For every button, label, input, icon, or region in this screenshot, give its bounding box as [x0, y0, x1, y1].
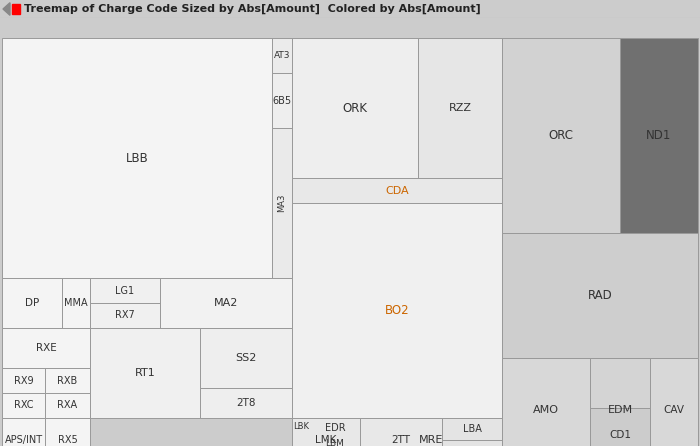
Bar: [650, 358, 698, 446]
Bar: [90, 303, 160, 328]
Bar: [418, 38, 502, 178]
Text: CAV: CAV: [664, 405, 685, 415]
Text: EDM: EDM: [608, 405, 633, 415]
Text: LBB: LBB: [125, 152, 148, 165]
Text: EDR: EDR: [325, 423, 345, 433]
Bar: [590, 358, 650, 446]
Text: 2TT: 2TT: [391, 435, 410, 445]
Bar: [45, 393, 90, 418]
Bar: [62, 278, 90, 328]
Text: RX5: RX5: [57, 435, 78, 445]
Bar: [360, 418, 442, 446]
Bar: [200, 388, 292, 418]
Bar: [2, 418, 45, 446]
Bar: [2, 328, 90, 368]
Bar: [272, 128, 292, 278]
Text: 6B5: 6B5: [272, 95, 292, 106]
Bar: [2, 278, 62, 328]
Bar: [2, 368, 45, 393]
Bar: [45, 368, 90, 393]
Bar: [310, 438, 360, 446]
Bar: [12, 4, 20, 14]
Bar: [620, 38, 698, 233]
Text: LG1: LG1: [116, 285, 134, 296]
Text: MMA: MMA: [64, 298, 88, 308]
Bar: [272, 73, 292, 128]
Text: RXE: RXE: [36, 343, 57, 353]
Bar: [292, 203, 502, 418]
Text: DP: DP: [25, 298, 39, 308]
Bar: [442, 440, 502, 446]
Bar: [90, 328, 200, 418]
Text: LBA: LBA: [463, 424, 482, 434]
Bar: [292, 38, 418, 178]
Text: CD1: CD1: [609, 430, 631, 440]
Bar: [292, 418, 310, 446]
Text: SS2: SS2: [235, 353, 257, 363]
Bar: [502, 358, 590, 446]
Bar: [272, 38, 292, 73]
Text: RX9: RX9: [14, 376, 34, 385]
Text: APS/INT: APS/INT: [4, 435, 43, 445]
Bar: [310, 418, 360, 438]
Text: AMO: AMO: [533, 405, 559, 415]
Text: RXC: RXC: [14, 401, 34, 410]
Bar: [90, 278, 160, 303]
Text: MRE: MRE: [419, 435, 443, 445]
Bar: [502, 38, 620, 233]
Text: RT1: RT1: [134, 368, 155, 378]
Bar: [360, 418, 502, 446]
Bar: [160, 278, 292, 328]
Bar: [502, 233, 698, 358]
Text: RX7: RX7: [115, 310, 135, 321]
Text: MA3: MA3: [277, 194, 286, 212]
Bar: [45, 418, 90, 446]
Bar: [2, 393, 45, 418]
Text: RXB: RXB: [57, 376, 78, 385]
Text: 2T8: 2T8: [237, 398, 256, 408]
Bar: [292, 418, 360, 446]
Text: AT3: AT3: [274, 51, 290, 60]
Text: RXA: RXA: [57, 401, 78, 410]
Bar: [292, 178, 502, 203]
Text: LBK: LBK: [293, 422, 309, 431]
Text: ORC: ORC: [549, 129, 573, 142]
Text: LBM: LBM: [326, 439, 344, 446]
Text: LMK: LMK: [315, 435, 337, 445]
Bar: [442, 418, 502, 440]
Bar: [2, 38, 272, 278]
Bar: [200, 328, 292, 388]
Polygon shape: [3, 3, 10, 15]
Text: BO2: BO2: [385, 304, 410, 317]
Bar: [590, 408, 650, 446]
Text: CDA: CDA: [385, 186, 409, 195]
Text: ND1: ND1: [646, 129, 672, 142]
Text: RZZ: RZZ: [449, 103, 472, 113]
Text: Treemap of Charge Code Sized by Abs[Amount]  Colored by Abs[Amount]: Treemap of Charge Code Sized by Abs[Amou…: [24, 4, 481, 14]
Text: RAD: RAD: [587, 289, 612, 302]
Text: MA2: MA2: [214, 298, 238, 308]
Text: ORK: ORK: [342, 102, 368, 115]
